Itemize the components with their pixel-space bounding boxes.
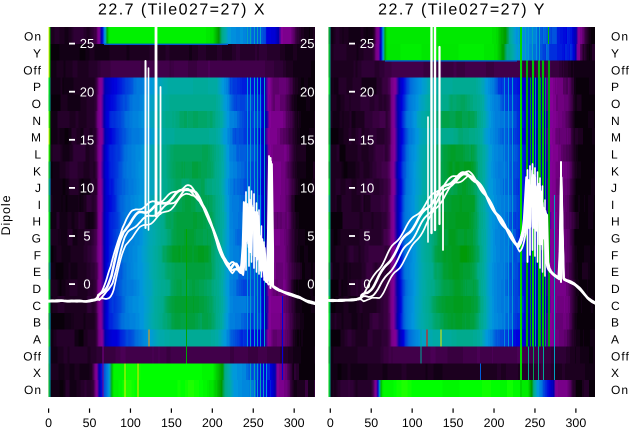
svg-text:200: 200 [484,416,505,430]
svg-text:N: N [611,114,621,128]
svg-text:0: 0 [83,277,90,292]
svg-text:P: P [611,80,620,94]
svg-text:D: D [32,282,42,296]
svg-text:M: M [31,131,42,145]
svg-text:Off: Off [611,63,630,77]
svg-text:F: F [611,248,619,262]
svg-text:250: 250 [525,416,546,430]
svg-text:15: 15 [80,132,94,147]
svg-text:15: 15 [300,132,314,147]
svg-text:Off: Off [23,63,42,77]
svg-text:E: E [33,265,42,279]
svg-text:22.7 (Tile027=27) X: 22.7 (Tile027=27) X [98,2,266,19]
svg-text:20: 20 [360,84,374,99]
svg-text:N: N [32,114,42,128]
svg-text:25: 25 [360,36,374,51]
svg-text:5: 5 [363,229,370,244]
svg-text:22.7 (Tile027=27) Y: 22.7 (Tile027=27) Y [378,2,546,19]
svg-text:E: E [611,265,620,279]
svg-text:B: B [611,316,620,330]
svg-text:0: 0 [327,416,334,430]
svg-text:I: I [38,198,42,212]
svg-text:100: 100 [120,416,141,430]
svg-text:Y: Y [611,47,620,61]
svg-text:150: 150 [443,416,464,430]
svg-text:D: D [611,282,621,296]
svg-text:F: F [34,248,42,262]
svg-text:25: 25 [80,36,94,51]
svg-text:15: 15 [360,132,374,147]
svg-text:G: G [611,232,621,246]
svg-text:I: I [611,198,615,212]
svg-text:G: G [32,232,42,246]
svg-text:300: 300 [566,416,587,430]
svg-text:0: 0 [307,277,314,292]
svg-text:H: H [32,215,42,229]
svg-text:H: H [611,215,621,229]
svg-text:50: 50 [364,416,378,430]
svg-text:0: 0 [363,277,370,292]
svg-text:0: 0 [45,416,52,430]
svg-text:K: K [33,164,42,178]
svg-text:A: A [611,332,620,346]
svg-text:On: On [611,383,629,397]
svg-text:10: 10 [300,181,314,196]
svg-text:C: C [611,299,621,313]
svg-text:On: On [24,30,42,44]
svg-text:300: 300 [284,416,305,430]
svg-text:20: 20 [300,84,314,99]
svg-text:C: C [32,299,42,313]
svg-text:50: 50 [83,416,97,430]
svg-text:5: 5 [83,229,90,244]
svg-text:Off: Off [23,349,42,363]
svg-text:A: A [33,332,42,346]
svg-text:Off: Off [611,349,630,363]
svg-text:L: L [34,147,42,161]
svg-text:L: L [611,147,619,161]
svg-text:Y: Y [33,47,42,61]
svg-text:10: 10 [80,181,94,196]
svg-text:J: J [611,181,618,195]
svg-text:J: J [35,181,42,195]
svg-text:X: X [33,366,42,380]
svg-text:10: 10 [360,181,374,196]
svg-text:On: On [24,383,42,397]
svg-text:M: M [611,131,622,145]
svg-text:B: B [33,316,42,330]
svg-text:25: 25 [300,36,314,51]
svg-text:5: 5 [307,229,314,244]
svg-text:On: On [611,30,629,44]
svg-text:O: O [32,97,42,111]
svg-text:200: 200 [202,416,223,430]
svg-text:20: 20 [80,84,94,99]
svg-text:X: X [611,366,620,380]
svg-text:250: 250 [243,416,264,430]
svg-text:P: P [33,80,42,94]
svg-text:Dipole: Dipole [0,195,13,236]
svg-text:100: 100 [402,416,423,430]
svg-text:O: O [611,97,621,111]
svg-text:K: K [611,164,620,178]
svg-text:150: 150 [161,416,182,430]
